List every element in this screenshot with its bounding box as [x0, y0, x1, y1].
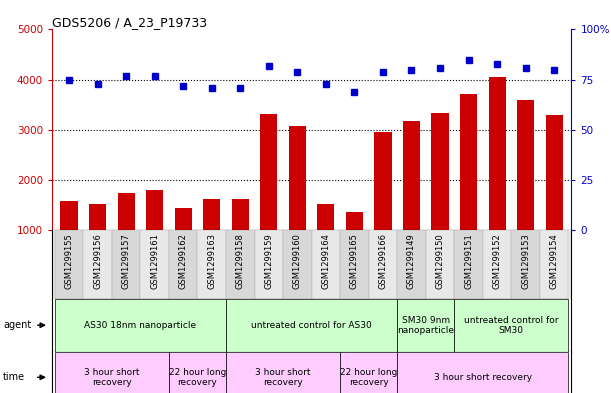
Text: 3 hour short
recovery: 3 hour short recovery	[84, 367, 139, 387]
Text: GSM1299159: GSM1299159	[265, 233, 273, 289]
Bar	[55, 352, 169, 393]
Text: untreated control for
SM30: untreated control for SM30	[464, 316, 558, 335]
Bar	[375, 132, 392, 280]
Text: GSM1299162: GSM1299162	[178, 233, 188, 289]
Text: GSM1299164: GSM1299164	[321, 233, 331, 289]
Text: GSM1299150: GSM1299150	[436, 233, 445, 289]
Text: GDS5206 / A_23_P19733: GDS5206 / A_23_P19733	[52, 16, 207, 29]
Bar	[397, 299, 455, 352]
Bar	[60, 201, 78, 280]
Bar	[483, 230, 511, 299]
Bar	[455, 230, 483, 299]
Text: 3 hour short recovery: 3 hour short recovery	[434, 373, 532, 382]
Bar	[141, 230, 169, 299]
Bar	[203, 199, 221, 280]
Bar	[340, 230, 368, 299]
Text: GSM1299161: GSM1299161	[150, 233, 159, 289]
Text: GSM1299153: GSM1299153	[521, 233, 530, 289]
Bar	[340, 352, 397, 393]
Bar	[312, 230, 340, 299]
Text: GSM1299151: GSM1299151	[464, 233, 473, 289]
Bar	[460, 94, 477, 280]
Bar	[431, 113, 448, 280]
Text: GSM1299166: GSM1299166	[378, 233, 387, 289]
Text: GSM1299156: GSM1299156	[93, 233, 102, 289]
Bar	[226, 230, 255, 299]
Text: 22 hour long
recovery: 22 hour long recovery	[340, 367, 397, 387]
Bar	[489, 77, 506, 280]
Text: 22 hour long
recovery: 22 hour long recovery	[169, 367, 226, 387]
Bar	[175, 208, 192, 280]
Text: GSM1299149: GSM1299149	[407, 233, 416, 289]
Text: GSM1299163: GSM1299163	[207, 233, 216, 289]
Bar	[169, 352, 226, 393]
Text: GSM1299160: GSM1299160	[293, 233, 302, 289]
Bar	[397, 352, 568, 393]
Bar	[146, 190, 163, 280]
Bar	[89, 204, 106, 280]
Text: untreated control for AS30: untreated control for AS30	[251, 321, 372, 330]
Bar	[260, 114, 277, 280]
Bar	[511, 230, 540, 299]
Bar	[455, 299, 568, 352]
Bar	[346, 212, 363, 280]
Bar	[317, 204, 334, 280]
Bar	[83, 230, 112, 299]
Bar	[232, 199, 249, 280]
Text: 3 hour short
recovery: 3 hour short recovery	[255, 367, 311, 387]
Bar	[368, 230, 397, 299]
Bar	[283, 230, 312, 299]
Bar	[289, 126, 306, 280]
Bar	[226, 352, 340, 393]
Bar	[426, 230, 455, 299]
Bar	[112, 230, 141, 299]
Bar	[226, 299, 397, 352]
Bar	[169, 230, 197, 299]
Text: agent: agent	[3, 320, 31, 330]
Text: GSM1299154: GSM1299154	[550, 233, 558, 289]
Text: GSM1299152: GSM1299152	[492, 233, 502, 289]
Text: GSM1299155: GSM1299155	[65, 233, 73, 289]
Bar	[197, 230, 226, 299]
Bar	[117, 193, 134, 280]
Bar	[546, 115, 563, 280]
Text: time: time	[3, 372, 25, 382]
Text: SM30 9nm
nanoparticle: SM30 9nm nanoparticle	[397, 316, 454, 335]
Bar	[397, 230, 426, 299]
Bar	[403, 121, 420, 280]
Text: GSM1299158: GSM1299158	[236, 233, 245, 289]
Text: GSM1299165: GSM1299165	[350, 233, 359, 289]
Bar	[55, 230, 83, 299]
Text: AS30 18nm nanoparticle: AS30 18nm nanoparticle	[84, 321, 197, 330]
Bar	[255, 230, 283, 299]
Bar	[55, 299, 226, 352]
Text: GSM1299157: GSM1299157	[122, 233, 131, 289]
Bar	[517, 100, 534, 280]
Bar	[540, 230, 568, 299]
